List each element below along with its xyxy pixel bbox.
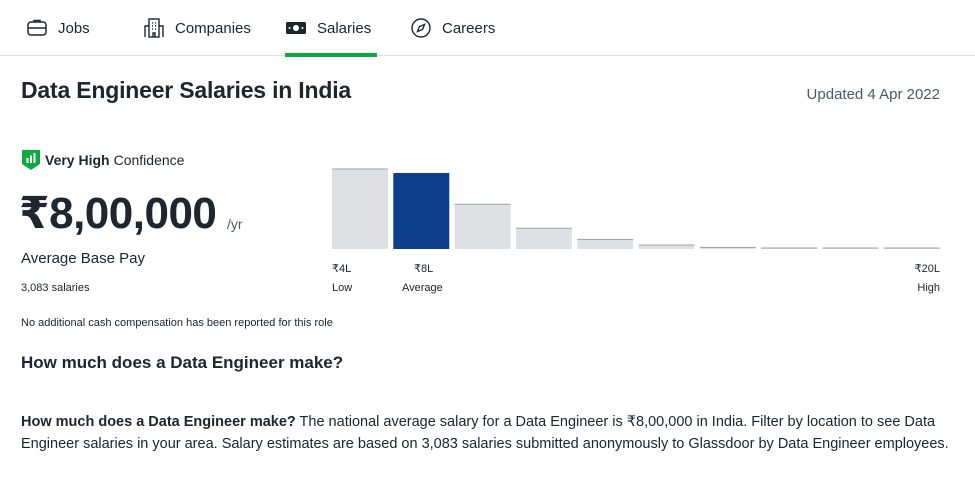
salary-period: /yr bbox=[227, 216, 243, 232]
average-base-pay-label: Average Base Pay bbox=[21, 250, 145, 267]
histogram-bar bbox=[638, 245, 695, 249]
tab-label: Companies bbox=[175, 19, 251, 37]
tick-average-value: ₹8L bbox=[414, 263, 434, 275]
tab-salaries[interactable]: Salaries bbox=[285, 0, 378, 57]
compensation-note: No additional cash compensation has been… bbox=[21, 317, 333, 329]
tick-high-value: ₹20L bbox=[914, 263, 940, 275]
faq-paragraph: How much does a Data Engineer make? The … bbox=[21, 411, 951, 455]
tab-companies[interactable]: Companies bbox=[143, 0, 251, 56]
confidence-word: Confidence bbox=[113, 152, 185, 168]
histogram-bar bbox=[699, 247, 756, 249]
tick-low-word: Low bbox=[332, 282, 353, 294]
building-icon bbox=[143, 17, 165, 39]
money-icon bbox=[285, 17, 307, 39]
compass-icon bbox=[410, 17, 432, 39]
tick-average-word: Average bbox=[402, 282, 443, 294]
histogram-bar bbox=[577, 239, 634, 249]
histogram-bar bbox=[332, 169, 388, 249]
tab-careers[interactable]: Careers bbox=[410, 0, 495, 56]
tab-label: Salaries bbox=[317, 19, 372, 37]
confidence-shield-icon bbox=[21, 148, 41, 172]
confidence-level: Very High bbox=[45, 152, 110, 168]
jobs-icon bbox=[26, 17, 48, 39]
page-title: Data Engineer Salaries in India bbox=[21, 77, 351, 103]
salary-count: 3,083 salaries bbox=[21, 282, 90, 294]
top-navigation: Jobs Companies Salaries bbox=[0, 0, 975, 57]
faq-body: The national average salary for a Data E… bbox=[21, 414, 949, 452]
faq-lead: How much does a Data Engineer make? bbox=[21, 414, 296, 430]
tick-low-value: ₹4L bbox=[332, 263, 352, 275]
tab-label: Jobs bbox=[58, 19, 90, 37]
tab-jobs[interactable]: Jobs bbox=[26, 0, 94, 56]
confidence-indicator: Very High Confidence bbox=[21, 148, 184, 172]
faq-heading: How much does a Data Engineer make? bbox=[21, 353, 344, 372]
histogram-bar bbox=[454, 204, 511, 249]
salary-histogram bbox=[332, 168, 940, 249]
tick-high-word: High bbox=[917, 282, 940, 294]
histogram-bar bbox=[515, 228, 572, 249]
average-salary-amount: ₹8,00,000 bbox=[19, 189, 217, 238]
tab-label: Careers bbox=[442, 19, 496, 37]
histogram-bar-average bbox=[393, 173, 450, 249]
updated-date: Updated 4 Apr 2022 bbox=[806, 86, 940, 103]
